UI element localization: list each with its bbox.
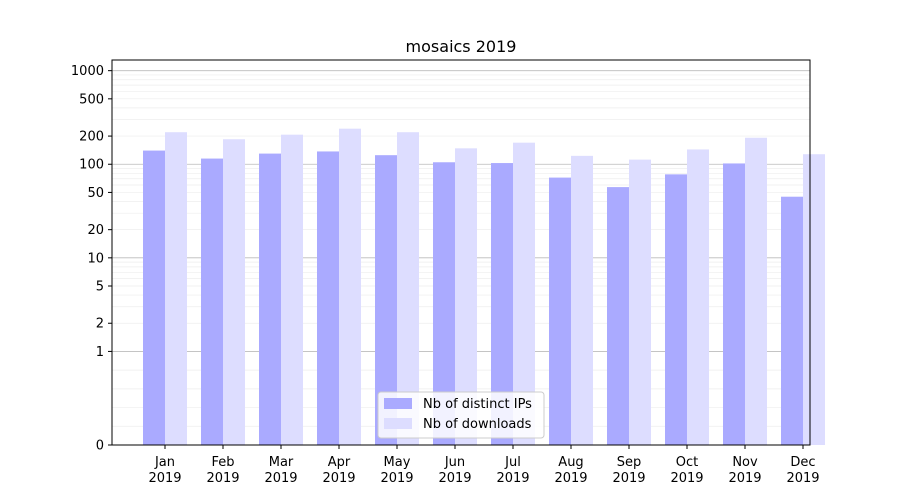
y-tick-label: 10 xyxy=(87,251,104,266)
bar-distinct-ips xyxy=(375,155,397,445)
legend[interactable]: Nb of distinct IPs Nb of downloads xyxy=(377,391,545,439)
x-tick-label-month: Aug xyxy=(558,455,583,470)
chart-title: mosaics 2019 xyxy=(406,37,517,56)
bar-downloads xyxy=(803,154,825,446)
x-tick-label-year: 2019 xyxy=(264,471,297,486)
x-tick-label-year: 2019 xyxy=(380,471,413,486)
y-tick-label: 2 xyxy=(96,317,104,332)
bar-distinct-ips xyxy=(781,196,803,445)
x-tick-label-month: Mar xyxy=(269,455,294,470)
legend-box xyxy=(377,391,545,439)
legend-label: Nb of downloads xyxy=(423,417,532,432)
y-tick-label: 50 xyxy=(87,186,104,201)
x-tick-label-year: 2019 xyxy=(496,471,529,486)
x-tick-label-year: 2019 xyxy=(612,471,645,486)
y-tick-label: 1 xyxy=(96,345,104,360)
legend-swatch xyxy=(384,398,412,409)
bar-downloads xyxy=(571,155,593,445)
bar-distinct-ips xyxy=(665,174,687,445)
x-axis: Jan2019Feb2019Mar2019Apr2019May2019Jun20… xyxy=(148,445,820,486)
y-tick-label: 100 xyxy=(79,158,104,173)
bar-downloads xyxy=(745,137,767,445)
bar-distinct-ips xyxy=(201,158,223,445)
x-tick-label-month: Nov xyxy=(732,455,758,470)
legend-swatch xyxy=(384,418,412,429)
bar-distinct-ips xyxy=(723,163,745,445)
x-tick-label-year: 2019 xyxy=(554,471,587,486)
y-tick-label: 500 xyxy=(79,92,104,107)
y-axis: 0 1 2 5 10 20 50 100 200 500 1000 xyxy=(71,64,112,454)
bar-downloads xyxy=(687,149,709,445)
y-tick-label: 20 xyxy=(87,223,104,238)
x-tick-label-year: 2019 xyxy=(786,471,819,486)
y-tick-label: 5 xyxy=(96,280,104,295)
x-tick-label-year: 2019 xyxy=(206,471,239,486)
bar-downloads xyxy=(281,134,303,445)
bar-downloads xyxy=(339,128,361,445)
x-tick-label-month: Apr xyxy=(328,455,351,470)
x-tick-label-month: Jul xyxy=(504,455,521,470)
x-tick-label-month: Jan xyxy=(154,455,175,470)
x-tick-label-month: Jun xyxy=(444,455,465,470)
y-tick-label: 200 xyxy=(79,130,104,145)
x-tick-label-year: 2019 xyxy=(670,471,703,486)
x-tick-label-year: 2019 xyxy=(322,471,355,486)
x-tick-label-month: Sep xyxy=(617,455,642,470)
x-tick-label-month: May xyxy=(384,455,411,470)
y-tick-label: 1000 xyxy=(71,64,104,79)
x-tick-label-year: 2019 xyxy=(148,471,181,486)
bar-distinct-ips xyxy=(259,153,281,446)
bar-downloads xyxy=(223,139,245,445)
x-tick-label-month: Feb xyxy=(211,455,234,470)
bar-distinct-ips xyxy=(143,150,165,445)
bar-distinct-ips xyxy=(433,162,455,446)
bar-downloads xyxy=(455,148,477,446)
x-tick-label-month: Dec xyxy=(790,455,815,470)
x-tick-label-month: Oct xyxy=(676,455,698,470)
x-tick-label-year: 2019 xyxy=(728,471,761,486)
bar-distinct-ips xyxy=(491,163,513,445)
bar-downloads xyxy=(513,142,535,445)
bar-downloads xyxy=(629,159,651,445)
x-tick-label-year: 2019 xyxy=(438,471,471,486)
bar-downloads xyxy=(397,132,419,445)
y-tick-label: 0 xyxy=(96,439,104,454)
bar-distinct-ips xyxy=(317,151,339,446)
legend-label: Nb of distinct IPs xyxy=(423,397,532,412)
plot-frame xyxy=(111,59,811,446)
bar-distinct-ips xyxy=(607,187,629,445)
bar-distinct-ips xyxy=(549,177,571,446)
bars xyxy=(143,128,825,446)
bar-downloads xyxy=(165,132,187,445)
